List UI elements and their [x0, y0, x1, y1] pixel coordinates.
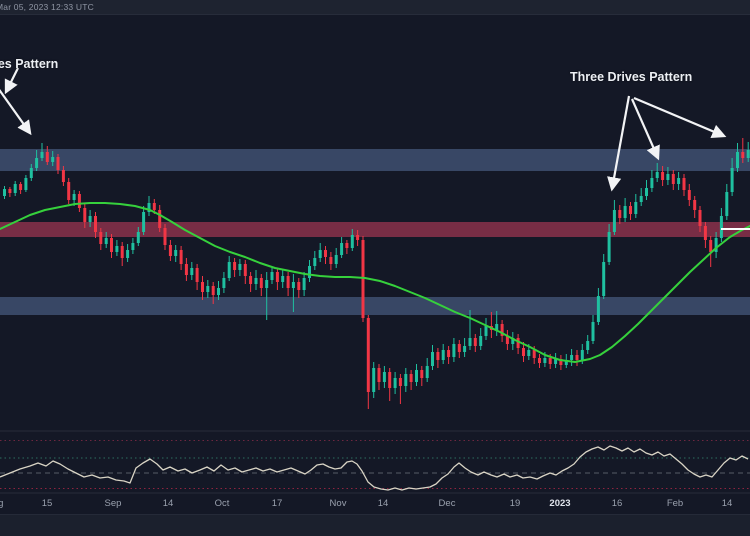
x-axis-label[interactable]: Sep [104, 498, 122, 509]
x-axis-label[interactable]: 16 [611, 498, 623, 509]
x-axis-label[interactable]: Oct [214, 498, 230, 509]
left-arrow-short [4, 67, 19, 95]
three-drives-label-left: Three Drives Pattern [0, 57, 59, 71]
top-bar: Mar 05, 2023 12:33 UTC [0, 0, 750, 15]
x-axis-label[interactable]: Feb [666, 498, 684, 509]
moving-average-line [0, 202, 750, 363]
x-axis-label[interactable]: 17 [271, 498, 283, 509]
panel-dividers [0, 430, 750, 494]
x-axis-label[interactable]: Dec [438, 498, 456, 509]
left-arrow-long [0, 88, 32, 136]
supply-demand-zones [0, 149, 750, 315]
rsi-oscillator-panel[interactable] [0, 440, 750, 491]
timestamp-label: Mar 05, 2023 12:33 UTC [0, 2, 94, 12]
right-arrow-drive1 [607, 95, 631, 192]
time-axis[interactable]: Aug 15 Sep 14 Oct 17 Nov 14 Dec 19 2023 16 Feb 14 [0, 494, 750, 514]
x-axis-label[interactable]: 15 [41, 498, 53, 509]
right-arrow-drive3 [633, 96, 727, 139]
x-axis-label[interactable]: 19 [509, 498, 521, 509]
x-axis-label[interactable]: Aug [0, 498, 4, 509]
x-axis-label[interactable]: 2023 [549, 498, 571, 509]
x-axis-label[interactable]: 14 [721, 498, 733, 509]
pattern-arrows [0, 67, 750, 230]
lower-support-zone [0, 297, 750, 315]
x-axis-label[interactable]: 14 [377, 498, 389, 509]
mid-resistance-zone [0, 222, 750, 237]
bottom-margin-strip [0, 514, 750, 536]
upper-resistance-zone [0, 149, 750, 171]
x-axis-label[interactable]: 14 [162, 498, 174, 509]
right-arrow-drive2 [630, 98, 660, 161]
three-drives-label-right: Three Drives Pattern [570, 70, 693, 84]
x-axis-label[interactable]: Nov [329, 498, 347, 509]
candlesticks [3, 138, 750, 409]
